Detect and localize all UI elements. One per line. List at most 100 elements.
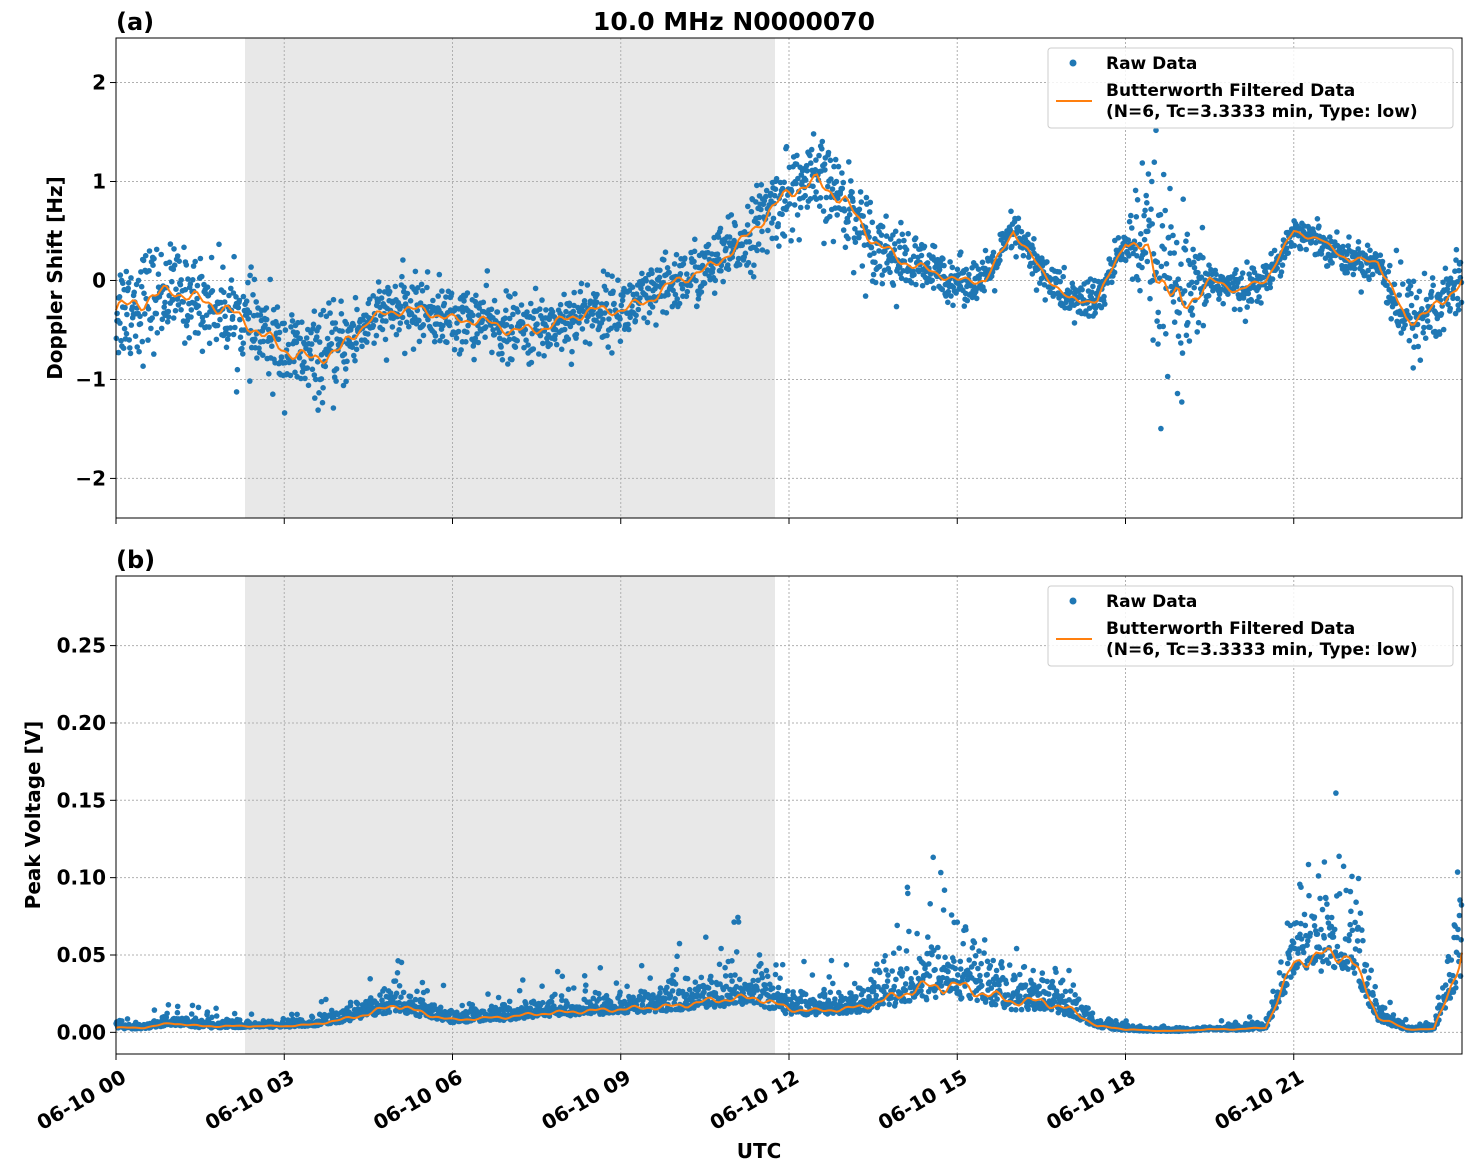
raw-data-point xyxy=(476,305,483,311)
raw-data-point xyxy=(773,962,779,968)
raw-data-point xyxy=(736,976,743,983)
raw-data-point xyxy=(1391,281,1398,288)
raw-data-point xyxy=(209,1014,215,1021)
raw-data-point xyxy=(158,251,164,258)
raw-data-point xyxy=(439,288,445,294)
raw-data-point xyxy=(826,974,832,980)
raw-data-point xyxy=(884,978,891,984)
raw-data-point xyxy=(1305,938,1311,944)
raw-data-point xyxy=(1291,242,1298,249)
raw-data-point xyxy=(882,953,888,959)
raw-data-point xyxy=(755,241,762,247)
raw-data-point xyxy=(282,359,289,366)
raw-data-point xyxy=(315,407,321,413)
raw-data-point xyxy=(742,250,749,257)
raw-data-point xyxy=(1034,253,1040,259)
raw-data-point xyxy=(566,302,573,309)
raw-data-point xyxy=(1164,373,1171,380)
raw-data-point xyxy=(958,995,965,1001)
raw-data-point xyxy=(121,325,128,332)
raw-data-point xyxy=(178,277,184,283)
raw-data-point xyxy=(512,344,519,351)
raw-data-point xyxy=(1424,318,1431,324)
raw-data-point xyxy=(869,219,876,226)
raw-data-point xyxy=(821,161,828,167)
raw-data-point xyxy=(687,282,694,289)
raw-data-point xyxy=(1384,282,1390,289)
raw-data-point xyxy=(148,325,154,332)
raw-data-point xyxy=(525,342,531,348)
raw-data-point xyxy=(673,251,680,258)
raw-data-point xyxy=(559,973,566,980)
raw-data-point xyxy=(1218,1018,1225,1024)
raw-data-point xyxy=(638,962,645,969)
raw-data-point xyxy=(1267,280,1273,287)
raw-data-point xyxy=(1092,310,1098,316)
raw-data-point xyxy=(140,257,147,264)
raw-data-point xyxy=(709,999,715,1006)
raw-data-point xyxy=(606,316,612,322)
raw-data-point xyxy=(320,307,327,314)
raw-data-point xyxy=(269,343,275,350)
raw-data-point xyxy=(879,280,886,287)
raw-data-point xyxy=(802,991,809,998)
raw-data-point xyxy=(827,989,834,996)
raw-data-point xyxy=(213,1005,219,1012)
raw-data-point xyxy=(876,248,882,254)
raw-data-point xyxy=(1067,289,1074,295)
raw-data-point xyxy=(994,996,1000,1002)
raw-data-point xyxy=(128,275,134,281)
raw-data-point xyxy=(1072,992,1078,998)
raw-data-point xyxy=(250,292,256,298)
raw-data-point xyxy=(1200,254,1206,261)
raw-data-point xyxy=(1036,983,1042,990)
raw-data-point xyxy=(632,317,639,324)
raw-data-point xyxy=(464,329,470,336)
raw-data-point xyxy=(758,206,764,213)
raw-data-point xyxy=(177,281,184,288)
raw-data-point xyxy=(708,973,714,980)
raw-data-point xyxy=(613,980,620,986)
raw-data-point xyxy=(975,965,981,972)
raw-data-point xyxy=(240,293,247,300)
raw-data-point xyxy=(639,1001,646,1008)
raw-data-point xyxy=(387,990,394,996)
raw-data-point xyxy=(903,246,910,253)
raw-data-point xyxy=(1145,228,1151,235)
raw-data-point xyxy=(684,288,691,295)
raw-data-point xyxy=(1220,300,1226,307)
raw-data-point xyxy=(1059,977,1066,984)
raw-data-point xyxy=(870,271,877,278)
raw-data-point xyxy=(874,961,880,967)
raw-data-point xyxy=(294,330,301,336)
raw-data-point xyxy=(948,912,955,918)
raw-data-point xyxy=(200,318,206,325)
raw-data-point xyxy=(228,285,234,292)
raw-data-point xyxy=(939,974,946,981)
raw-data-point xyxy=(935,954,942,960)
raw-data-point xyxy=(849,1007,856,1013)
raw-data-point xyxy=(1407,283,1414,289)
raw-data-point xyxy=(221,289,227,296)
raw-data-point xyxy=(750,274,757,280)
y-tick-label: −2 xyxy=(75,466,106,490)
raw-data-point xyxy=(392,978,399,984)
raw-data-point xyxy=(424,988,431,994)
raw-data-point xyxy=(292,369,298,376)
raw-data-point xyxy=(669,988,676,994)
raw-data-point xyxy=(1285,250,1291,256)
raw-data-point xyxy=(618,302,625,309)
raw-data-point xyxy=(167,241,174,247)
raw-data-point xyxy=(935,944,941,951)
raw-data-point xyxy=(683,293,690,300)
raw-data-point xyxy=(896,945,902,951)
raw-data-point xyxy=(969,945,976,951)
raw-data-point xyxy=(1278,269,1285,275)
raw-data-point xyxy=(299,369,306,375)
raw-data-point xyxy=(537,306,543,312)
raw-data-point xyxy=(1111,269,1118,276)
raw-data-point xyxy=(761,1004,768,1010)
raw-data-point xyxy=(252,336,258,343)
raw-data-point xyxy=(817,195,824,201)
raw-data-point xyxy=(683,991,690,998)
